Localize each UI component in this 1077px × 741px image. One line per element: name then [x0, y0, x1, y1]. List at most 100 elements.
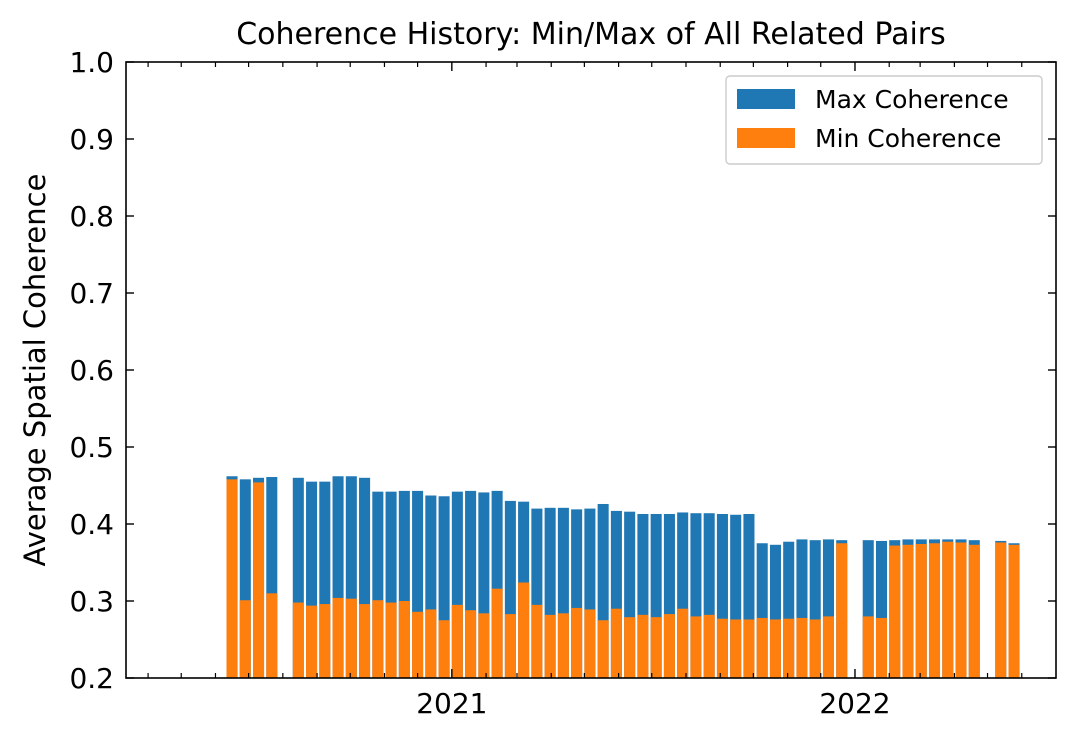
max-coherence-bar	[597, 503, 609, 678]
min-coherence-bar	[703, 614, 715, 678]
min-coherence-bar	[544, 614, 556, 678]
y-tick-label: 1.0	[69, 46, 114, 79]
min-coherence-bar	[226, 479, 238, 678]
max-coherence-bar	[584, 508, 596, 678]
max-coherence-bar	[783, 541, 795, 678]
min-coherence-bar	[253, 482, 265, 678]
y-tick-label: 0.6	[69, 354, 114, 387]
legend: Max Coherence Min Coherence	[725, 75, 1043, 165]
min-coherence-bar	[995, 542, 1007, 678]
y-tick-label: 0.9	[69, 123, 114, 156]
min-coherence-bar	[438, 620, 450, 678]
min-coherence-bar	[915, 544, 927, 678]
min-coherence-bar	[359, 604, 371, 678]
max-coherence-bar	[822, 539, 834, 678]
max-coherence-bar	[319, 481, 331, 678]
max-coherence-bar	[756, 543, 768, 678]
min-coherence-bar	[292, 602, 304, 678]
min-coherence-bar	[306, 605, 318, 678]
max-coherence-bar	[332, 476, 344, 678]
min-coherence-bar	[968, 544, 980, 678]
min-coherence-bar	[345, 598, 357, 678]
min-coherence-bar	[756, 617, 768, 678]
min-coherence-bar	[385, 602, 397, 678]
min-coherence-bar	[822, 616, 834, 678]
max-coherence-bar	[412, 490, 424, 678]
max-coherence-bars	[226, 476, 1020, 678]
min-coherence-bar	[902, 544, 914, 678]
max-coherence-bar	[266, 477, 278, 678]
max-coherence-bar	[571, 509, 583, 678]
min-coherence-bar	[557, 613, 569, 678]
min-coherence-bar	[796, 617, 808, 678]
plot-frame	[125, 61, 1057, 679]
max-coherence-bar	[716, 513, 728, 678]
y-tick-label: 0.3	[69, 585, 114, 618]
y-tick-label: 0.4	[69, 508, 114, 541]
y-tick-label: 0.2	[69, 662, 114, 695]
max-coherence-bar	[425, 495, 437, 678]
chart-title: Coherence History: Min/Max of All Relate…	[236, 17, 946, 52]
max-coherence-bar	[677, 512, 689, 678]
legend-label-max: Max Coherence	[815, 85, 1009, 114]
max-coherence-bar	[690, 513, 702, 678]
x-tick-label: 2022	[819, 687, 890, 720]
min-coherence-bar	[650, 617, 662, 678]
min-coherence-bar	[783, 618, 795, 678]
min-coherence-bar	[319, 604, 331, 678]
max-coherence-bar	[703, 513, 715, 678]
min-coherence-bar	[372, 600, 384, 678]
max-coherence-bar	[306, 481, 318, 678]
min-coherence-bar	[809, 619, 821, 678]
max-coherence-bar	[730, 514, 742, 678]
min-coherence-bar	[955, 542, 967, 678]
legend-swatch-min	[737, 128, 795, 148]
max-coherence-bar	[345, 476, 357, 678]
legend-swatch-max	[737, 89, 795, 109]
max-coherence-bar	[372, 491, 384, 678]
min-coherence-bar	[239, 600, 251, 678]
y-tick-label: 0.7	[69, 277, 114, 310]
min-coherence-bar	[836, 543, 848, 678]
min-coherence-bar	[465, 610, 477, 678]
max-coherence-bar	[478, 492, 490, 678]
max-coherence-bar	[637, 513, 649, 678]
min-coherence-bar	[332, 597, 344, 678]
min-coherence-bar	[412, 611, 424, 678]
max-coherence-bar	[451, 491, 463, 678]
max-coherence-bar	[385, 491, 397, 678]
max-coherence-bar	[491, 490, 503, 678]
min-coherence-bar	[730, 619, 742, 678]
max-coherence-bar	[743, 513, 755, 678]
max-coherence-bar	[875, 540, 888, 678]
min-coherence-bar	[518, 582, 530, 678]
min-coherence-bar	[690, 616, 702, 678]
max-coherence-bar	[239, 479, 251, 678]
max-coherence-bar	[769, 544, 781, 678]
min-coherence-bar	[637, 614, 649, 678]
max-coherence-bar	[398, 490, 410, 678]
min-coherence-bar	[928, 543, 941, 678]
min-coherence-bar	[862, 616, 874, 678]
min-coherence-bar	[1008, 544, 1020, 678]
min-coherence-bar	[425, 609, 437, 678]
max-coherence-bar	[544, 507, 556, 678]
y-axis-label: Average Spatial Coherence	[18, 174, 52, 567]
max-coherence-bar	[292, 477, 304, 678]
min-coherence-bar	[398, 601, 410, 678]
max-coherence-bar	[796, 539, 808, 678]
max-coherence-bar	[610, 510, 622, 678]
max-coherence-bar	[465, 490, 477, 678]
max-coherence-bar	[624, 511, 636, 678]
max-coherence-bar	[663, 513, 675, 678]
min-coherence-bar	[663, 614, 675, 678]
min-coherence-bar	[451, 604, 463, 678]
legend-label-min: Min Coherence	[815, 124, 1001, 153]
min-coherence-bar	[875, 617, 888, 678]
legend-frame	[725, 75, 1043, 165]
max-coherence-bar	[650, 513, 662, 678]
min-coherence-bar	[266, 593, 278, 678]
min-coherence-bar	[597, 620, 609, 678]
min-coherence-bar	[677, 608, 689, 678]
min-coherence-bar	[624, 617, 636, 678]
